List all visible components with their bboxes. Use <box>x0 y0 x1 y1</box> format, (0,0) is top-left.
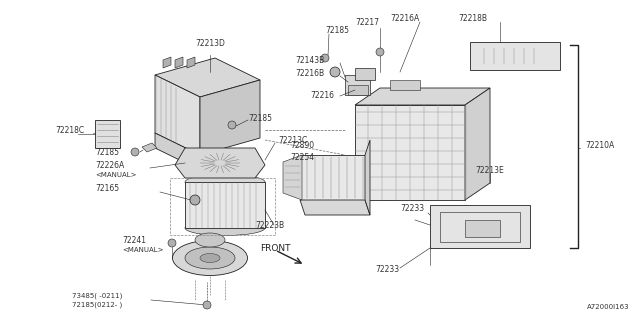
Polygon shape <box>175 148 265 178</box>
Text: 72233: 72233 <box>400 204 424 212</box>
Text: 72185: 72185 <box>325 26 349 35</box>
Circle shape <box>203 301 211 309</box>
Polygon shape <box>155 58 260 97</box>
Text: 72185: 72185 <box>95 148 119 156</box>
Polygon shape <box>465 88 490 200</box>
Polygon shape <box>355 88 490 105</box>
Ellipse shape <box>480 45 550 67</box>
Text: <MANUAL>: <MANUAL> <box>95 172 136 178</box>
Polygon shape <box>300 155 365 200</box>
Circle shape <box>321 54 329 62</box>
Polygon shape <box>163 57 171 68</box>
Text: 72233: 72233 <box>375 266 399 275</box>
Text: FRONT: FRONT <box>260 244 291 252</box>
Polygon shape <box>187 57 195 68</box>
Ellipse shape <box>185 220 265 236</box>
Ellipse shape <box>195 233 225 247</box>
Text: 72216B: 72216B <box>295 68 324 77</box>
Text: 72226A: 72226A <box>95 161 124 170</box>
Polygon shape <box>185 182 265 228</box>
Circle shape <box>168 239 176 247</box>
Ellipse shape <box>181 69 219 87</box>
Text: 73485( -0211): 73485( -0211) <box>72 293 122 299</box>
Ellipse shape <box>195 150 245 175</box>
Ellipse shape <box>200 253 220 262</box>
Polygon shape <box>365 140 370 215</box>
Text: 72223B: 72223B <box>255 220 284 229</box>
Polygon shape <box>430 205 530 248</box>
Polygon shape <box>465 220 500 237</box>
Text: 72254: 72254 <box>290 153 314 162</box>
Polygon shape <box>300 200 370 215</box>
Text: 72185: 72185 <box>248 114 272 123</box>
Text: 72213D: 72213D <box>195 38 225 47</box>
Polygon shape <box>348 85 368 95</box>
Ellipse shape <box>185 174 265 189</box>
Text: 72890: 72890 <box>290 140 314 149</box>
Text: A72000I163: A72000I163 <box>588 304 630 310</box>
Polygon shape <box>470 42 560 70</box>
Polygon shape <box>155 133 200 170</box>
Polygon shape <box>142 143 157 152</box>
Text: 72217: 72217 <box>355 18 379 27</box>
Text: 72218C: 72218C <box>55 125 84 134</box>
Text: <MANUAL>: <MANUAL> <box>122 247 163 253</box>
Text: 72210A: 72210A <box>585 140 614 149</box>
Text: 72216A: 72216A <box>390 13 419 22</box>
Circle shape <box>190 195 200 205</box>
Text: 72165: 72165 <box>95 183 119 193</box>
Polygon shape <box>95 120 120 148</box>
Polygon shape <box>345 75 370 95</box>
Polygon shape <box>283 155 302 200</box>
Circle shape <box>376 48 384 56</box>
Text: 72213C: 72213C <box>278 135 307 145</box>
Text: 72185(0212- ): 72185(0212- ) <box>72 302 122 308</box>
Text: 72241: 72241 <box>122 236 146 244</box>
Ellipse shape <box>173 241 248 276</box>
Polygon shape <box>155 75 200 155</box>
Text: 72216: 72216 <box>310 91 334 100</box>
Polygon shape <box>200 80 260 155</box>
Polygon shape <box>355 105 465 200</box>
Ellipse shape <box>185 247 235 269</box>
Text: 72143B: 72143B <box>295 55 324 65</box>
Ellipse shape <box>207 157 232 169</box>
Polygon shape <box>390 80 420 90</box>
Polygon shape <box>355 68 375 80</box>
Text: 72218B: 72218B <box>458 13 487 22</box>
Circle shape <box>330 67 340 77</box>
Circle shape <box>228 121 236 129</box>
Ellipse shape <box>190 73 210 83</box>
Polygon shape <box>175 57 183 68</box>
Circle shape <box>131 148 139 156</box>
Ellipse shape <box>490 49 540 63</box>
Text: 72213E: 72213E <box>475 165 504 174</box>
